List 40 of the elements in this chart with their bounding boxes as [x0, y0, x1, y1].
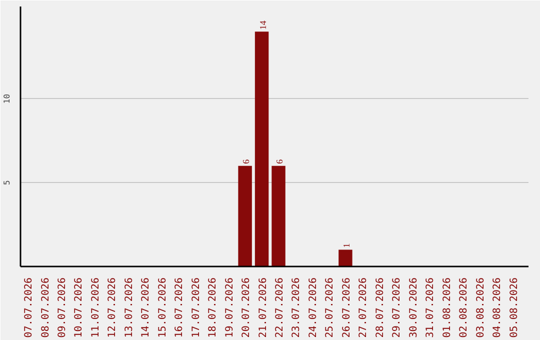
x-tick-label: 16.07.2026 [174, 277, 186, 338]
bar [338, 250, 352, 266]
x-tick-label: 23.07.2026 [291, 277, 302, 338]
y-tick-label: 10 [2, 94, 12, 104]
bar [238, 166, 252, 266]
x-tick-label: 12.07.2026 [107, 277, 118, 338]
y-tick-label: 5 [2, 180, 12, 186]
data-label: 6 [274, 158, 285, 164]
x-tick-label: 24.07.2026 [308, 277, 319, 338]
x-tick-label: 20.07.2026 [241, 277, 252, 338]
x-tick-label: 01.08.2026 [442, 277, 453, 338]
x-tick-label: 18.07.2026 [208, 277, 219, 338]
x-tick-label: 27.07.2026 [358, 277, 370, 338]
x-tick-label: 15.07.2026 [157, 277, 168, 338]
x-tick-label: 29.07.2026 [392, 277, 403, 338]
data-label: 1 [341, 243, 352, 248]
bar [272, 166, 286, 266]
x-tick-label: 17.07.2026 [190, 277, 202, 338]
x-tick-label: 21.07.2026 [258, 277, 269, 338]
bar [254, 32, 269, 266]
x-tick-label: 08.07.2026 [40, 277, 52, 338]
x-tick-label: 05.08.2026 [508, 277, 520, 338]
x-tick-label: 02.08.2026 [458, 277, 470, 338]
x-tick-label: 07.07.2026 [24, 277, 35, 338]
x-tick-label: 22.07.2026 [274, 277, 286, 338]
x-tick-label: 19.07.2026 [224, 277, 236, 338]
x-tick-label: 11.07.2026 [90, 277, 102, 338]
x-tick-label: 10.07.2026 [74, 277, 85, 338]
x-tick-label: 14.07.2026 [140, 277, 152, 338]
x-tick-label: 04.08.2026 [492, 277, 504, 338]
x-tick-label: 13.07.2026 [124, 277, 135, 338]
data-label: 14 [258, 20, 268, 30]
x-tick-label: 28.07.2026 [374, 277, 386, 338]
data-label: 6 [241, 158, 252, 164]
x-tick-label: 03.08.2026 [475, 277, 486, 338]
x-tick-label: 31.07.2026 [425, 277, 436, 338]
x-tick-label: 30.07.2026 [408, 277, 420, 338]
x-tick-label: 25.07.2026 [324, 277, 336, 338]
x-tick-label: 26.07.2026 [341, 277, 352, 338]
x-tick-label: 09.07.2026 [56, 277, 68, 338]
